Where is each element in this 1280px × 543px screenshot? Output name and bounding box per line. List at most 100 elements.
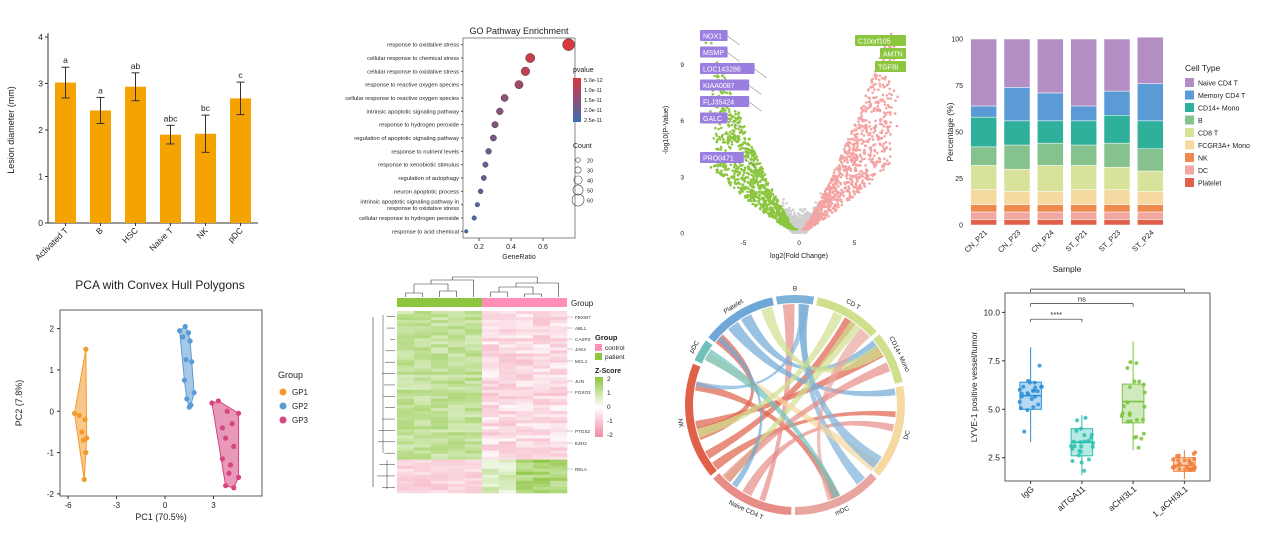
heatmap-cell — [465, 414, 483, 418]
heatmap-cell — [499, 386, 517, 391]
point-down — [745, 156, 749, 159]
point-up — [877, 156, 881, 160]
heatmap-cell — [431, 326, 449, 330]
pca-point — [235, 474, 242, 480]
heatmap-cell — [431, 317, 449, 321]
heatmap-cell — [414, 362, 432, 366]
chord-ribbon — [760, 306, 884, 373]
point-down — [729, 181, 733, 184]
heatmap-cell — [448, 408, 466, 412]
point-down — [750, 145, 754, 149]
point-up — [892, 89, 896, 93]
heatmap-cell — [397, 435, 415, 439]
point-up — [842, 147, 846, 151]
heatmap-cell — [482, 480, 500, 485]
point-up — [868, 97, 872, 100]
point-up — [834, 188, 838, 191]
point-up — [833, 209, 837, 213]
point-up — [843, 186, 846, 190]
point-down — [772, 197, 776, 200]
point-up — [860, 107, 863, 110]
point-down — [769, 206, 772, 209]
jitter-point — [1091, 441, 1096, 446]
point-down — [751, 179, 755, 182]
point-up — [881, 77, 884, 80]
point-ns — [799, 208, 803, 211]
point-down — [746, 190, 749, 194]
heatmap-cell — [533, 423, 551, 427]
point-down — [744, 196, 747, 199]
stack-segment — [1103, 204, 1131, 213]
heatmap-cell — [465, 386, 483, 391]
heatmap-cell — [397, 383, 415, 388]
point-down — [712, 137, 716, 140]
pca-point — [184, 396, 190, 402]
heatmap-cell — [431, 459, 449, 463]
heatmap-cell — [499, 320, 517, 324]
heatmap-cell — [414, 398, 432, 403]
point-up — [849, 167, 852, 170]
heatmap-cell — [465, 359, 483, 363]
heatmap-cell — [533, 320, 551, 324]
point-down — [782, 219, 785, 222]
pca-point — [176, 328, 183, 334]
heatmap-cell — [414, 420, 432, 424]
point-down — [740, 177, 743, 180]
point-up — [873, 172, 877, 176]
heatmap-cell — [499, 444, 517, 448]
heatmap-cell — [465, 456, 483, 460]
heatmap-cell — [397, 344, 415, 348]
heatmap-cell — [550, 314, 568, 318]
heatmap-cell — [533, 323, 551, 327]
stack-segment — [1103, 90, 1131, 116]
point-down — [736, 174, 740, 177]
heatmap-cell — [533, 371, 551, 375]
heatmap-cell — [499, 362, 517, 366]
heatmap-cell — [465, 356, 483, 360]
point-up — [868, 121, 871, 124]
point-up — [836, 175, 840, 178]
jitter-point — [1176, 458, 1181, 463]
count-legend-circle — [573, 175, 583, 185]
heatmap-cell — [397, 377, 415, 382]
heatmap-cell — [465, 344, 483, 348]
legend-swatch — [1185, 140, 1194, 150]
point-down — [788, 222, 791, 226]
heatmap-cell — [414, 468, 432, 473]
heatmap-cell — [533, 471, 551, 476]
heatmap-cell — [482, 338, 500, 342]
point-down — [719, 148, 723, 151]
point-down — [733, 180, 737, 184]
heatmap-cell — [550, 395, 568, 400]
heatmap-cell — [482, 341, 500, 345]
point-up — [873, 129, 877, 132]
heatmap-cell — [431, 314, 449, 318]
legend-label: 30 — [587, 169, 593, 175]
y-tick-label: 0 — [680, 231, 684, 238]
legend-label: GP3 — [292, 416, 309, 425]
point-up — [816, 207, 819, 211]
heatmap-cell — [414, 444, 432, 448]
heatmap-cell — [516, 332, 534, 336]
heatmap-cell — [550, 332, 568, 336]
heatmap-cell — [431, 450, 449, 454]
point-down — [756, 183, 760, 187]
heatmap-cell — [516, 405, 534, 409]
point-down — [737, 144, 741, 148]
point-down — [735, 182, 738, 186]
heatmap-cell — [516, 368, 534, 372]
heatmap-cell — [516, 447, 534, 451]
heatmap-cell — [499, 365, 517, 369]
point-up — [857, 117, 860, 120]
heatmap-cell — [431, 365, 449, 369]
point-down — [730, 132, 734, 136]
heatmap-cell — [516, 377, 534, 382]
point-down — [716, 164, 719, 168]
y-tick-label: 50 — [955, 130, 963, 137]
point-down — [724, 165, 728, 169]
heatmap-cell — [482, 389, 500, 394]
point-up — [850, 152, 853, 155]
point-up — [894, 99, 897, 102]
point-up — [861, 179, 864, 182]
heatmap-cell — [414, 429, 432, 433]
